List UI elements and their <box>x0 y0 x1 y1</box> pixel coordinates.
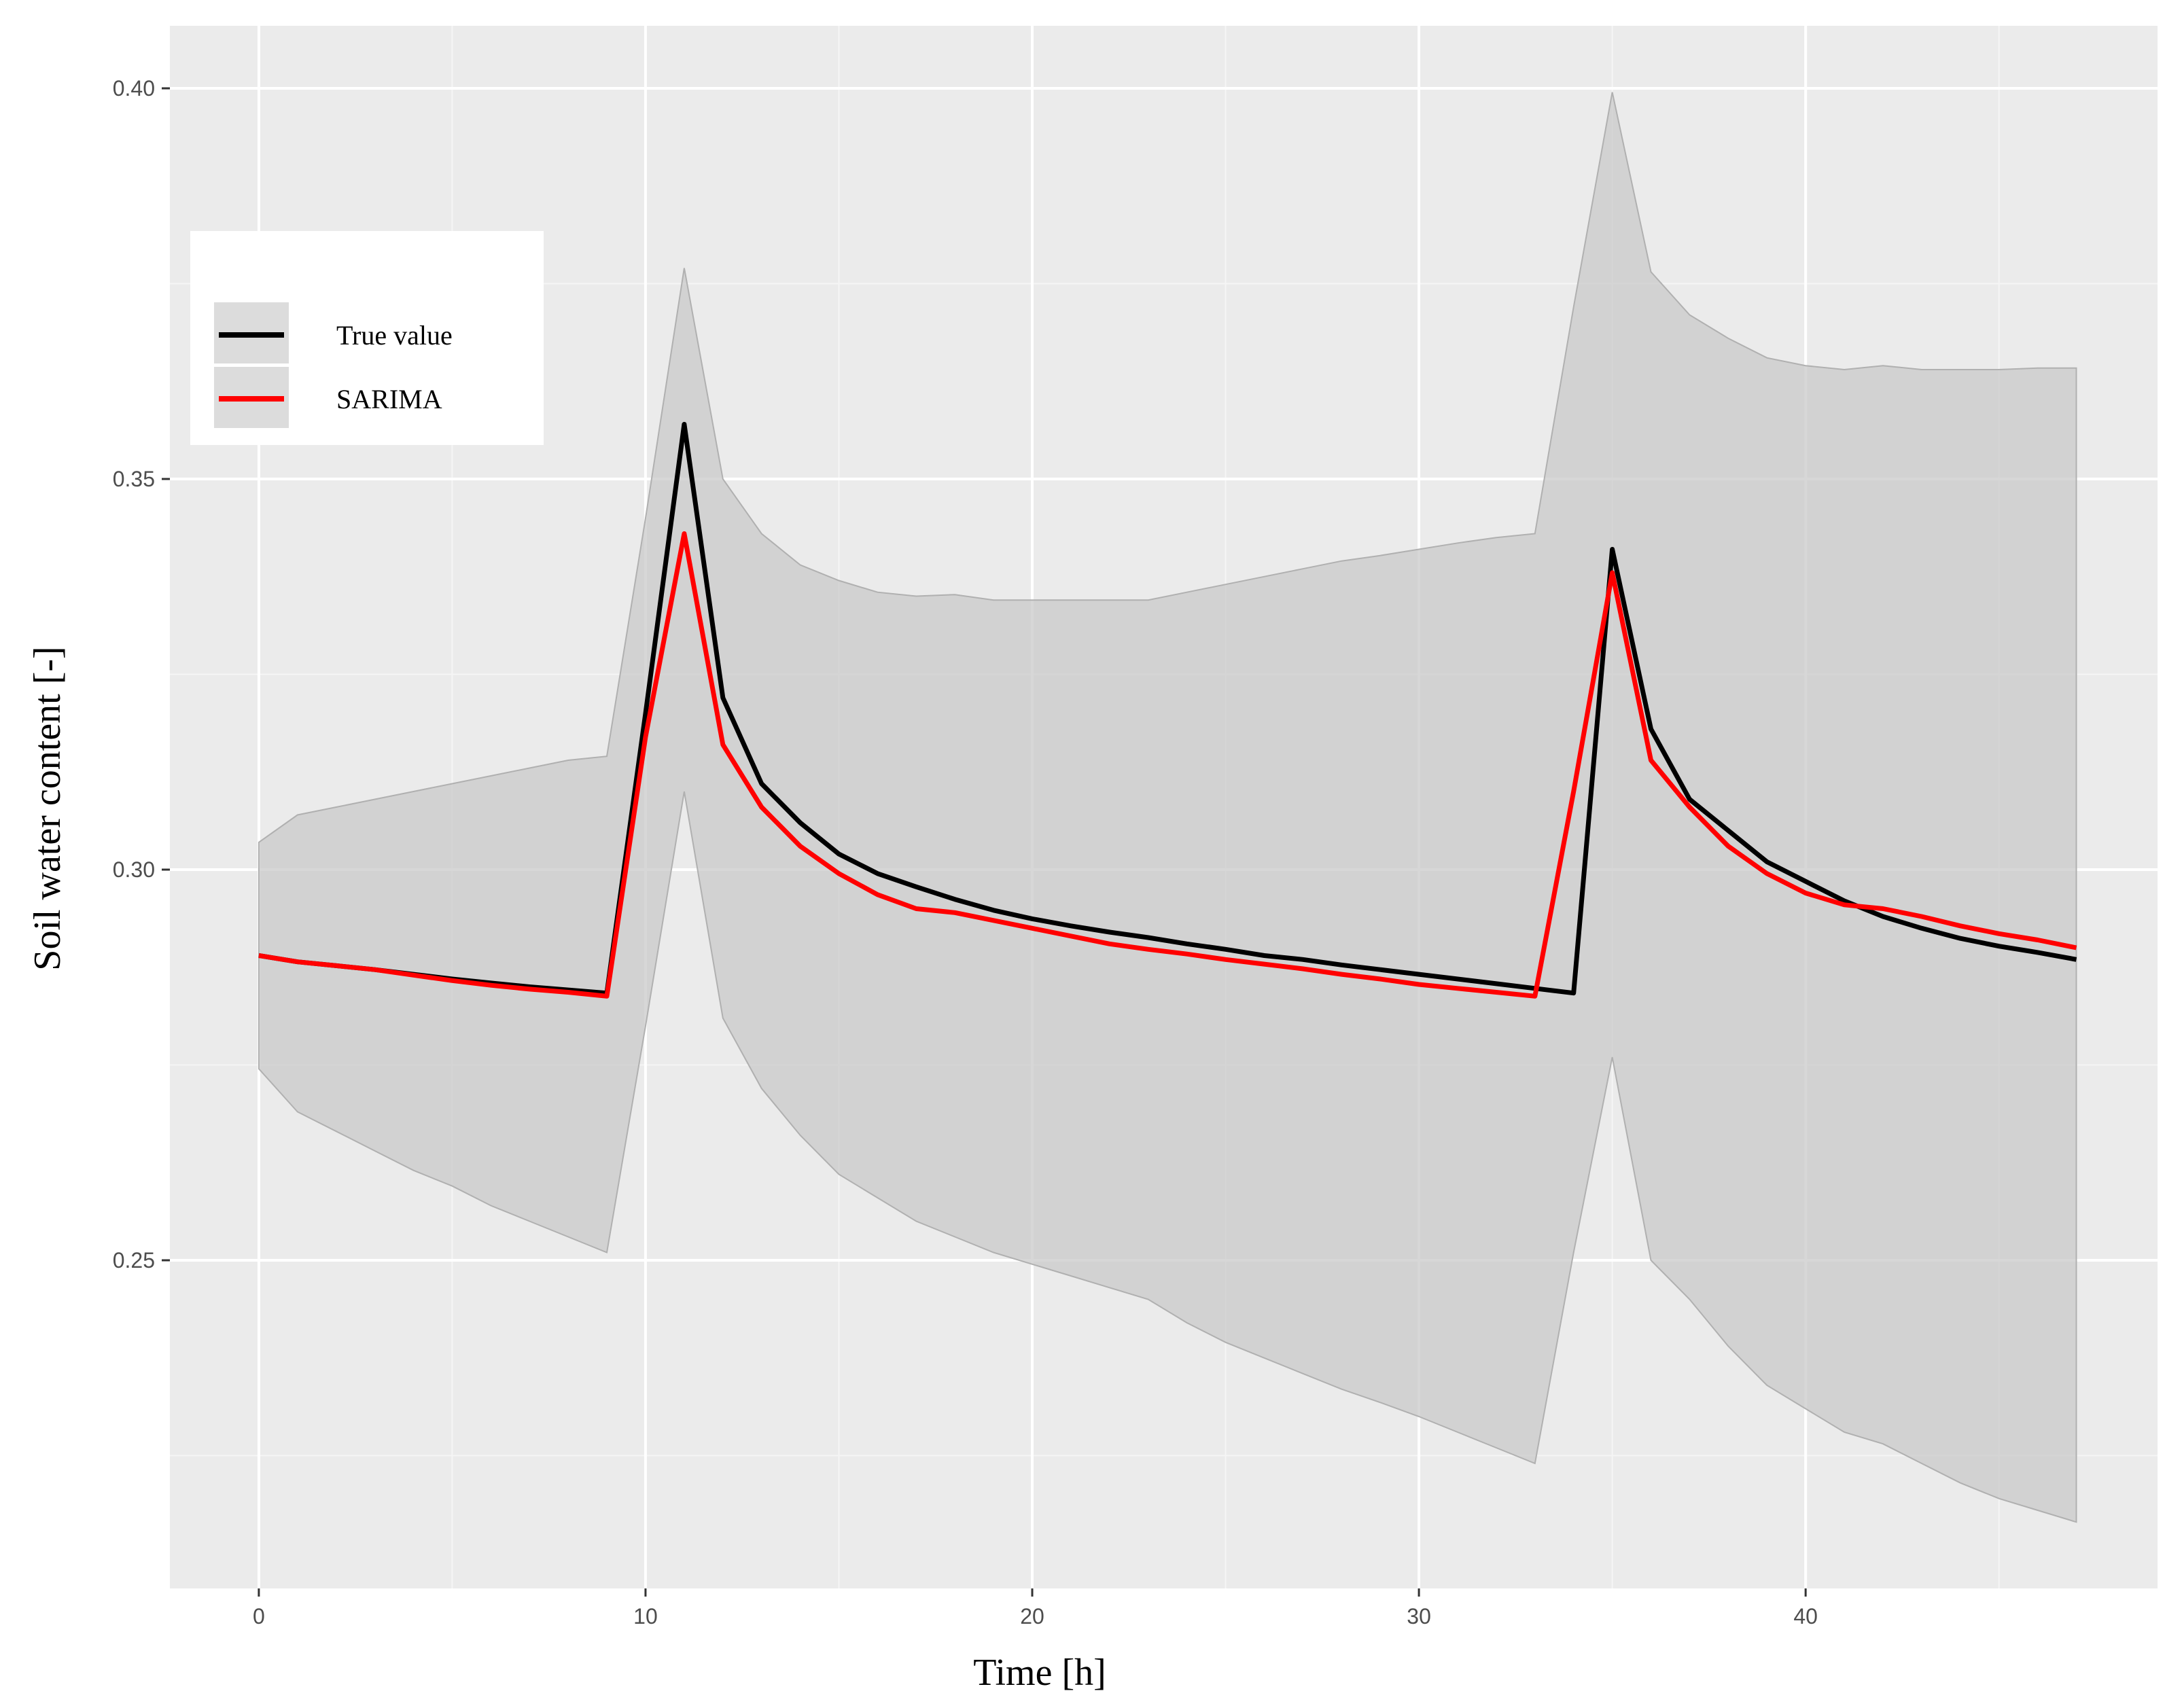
y-axis-title: Soil water content [-] <box>27 646 69 970</box>
prediction-interval-layer <box>258 92 2077 1523</box>
series-layer <box>258 422 2077 999</box>
legend: True value SARIMA <box>190 231 544 445</box>
prediction-interval-band <box>258 92 2077 1523</box>
y-tick-label: 0.30 <box>113 857 155 882</box>
x-tick-label: 20 <box>1020 1604 1044 1629</box>
y-tick-label: 0.25 <box>113 1248 155 1273</box>
x-tick-label: 0 <box>253 1604 265 1629</box>
series-line-1 <box>258 531 2077 999</box>
axis-ticks <box>162 87 1807 1597</box>
x-tick-label: 40 <box>1793 1604 1818 1629</box>
x-tick-label: 10 <box>633 1604 658 1629</box>
y-tick-label: 0.40 <box>113 76 155 101</box>
x-axis-title: Time [h] <box>973 1652 1106 1694</box>
legend-label-sarima: SARIMA <box>336 384 442 414</box>
legend-label-true-value: True value <box>336 320 453 351</box>
y-tick-label: 0.35 <box>113 467 155 491</box>
x-tick-label: 30 <box>1407 1604 1431 1629</box>
tick-labels: 0 10 20 30 40 0.25 0.30 0.35 0.40 <box>113 76 1818 1629</box>
